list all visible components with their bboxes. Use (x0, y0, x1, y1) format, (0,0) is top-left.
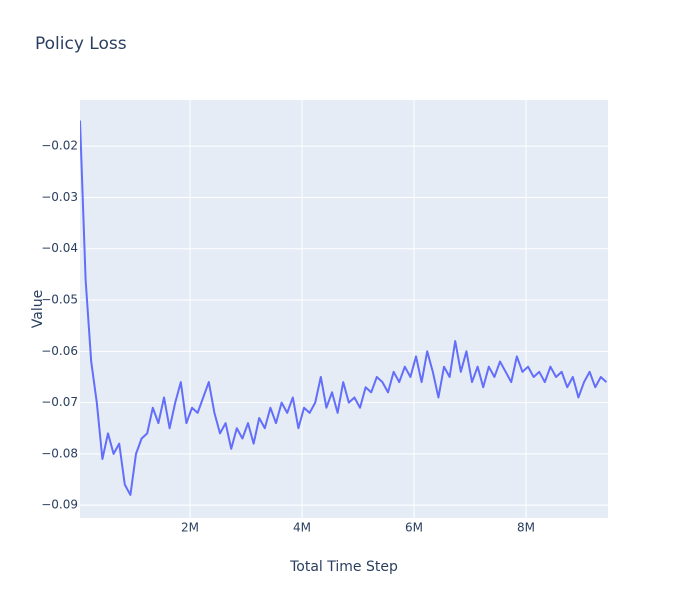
y-tick-label: −0.09 (41, 498, 78, 512)
y-tick-label: −0.06 (41, 344, 78, 358)
chart-title: Policy Loss (35, 34, 127, 54)
loss-line (80, 120, 608, 496)
x-tick-label: 8M (517, 521, 535, 535)
y-tick-label: −0.08 (41, 446, 78, 460)
plot-area (80, 100, 608, 518)
y-axis-title: Value (30, 290, 46, 328)
y-tick-label: −0.05 (41, 293, 78, 307)
y-tick-label: −0.04 (41, 241, 78, 255)
y-tick-label: −0.07 (41, 395, 78, 409)
x-tick-label: 4M (293, 521, 311, 535)
y-tick-label: −0.02 (41, 139, 78, 153)
x-axis-title: Total Time Step (289, 559, 398, 575)
x-tick-label: 2M (181, 521, 199, 535)
x-tick-label: 6M (405, 521, 423, 535)
y-tick-label: −0.03 (41, 190, 78, 204)
